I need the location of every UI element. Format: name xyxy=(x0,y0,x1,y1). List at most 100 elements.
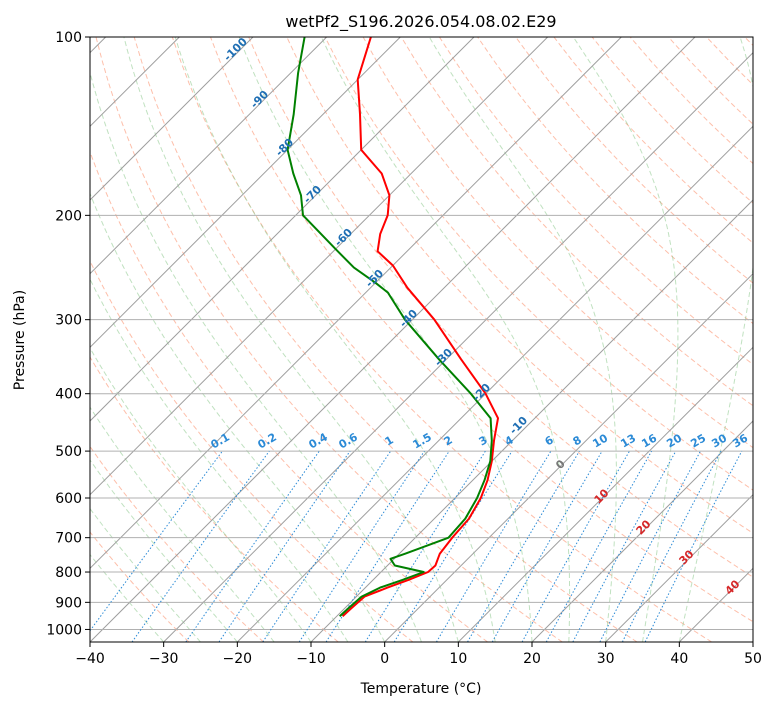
isotherm xyxy=(605,493,753,642)
dry-adiabat xyxy=(90,150,488,642)
moist-adiabat xyxy=(123,37,459,642)
mixing-ratio-label: 13 xyxy=(618,432,638,451)
mixing-ratio-line xyxy=(298,450,425,642)
mixing-ratio-line xyxy=(572,450,677,642)
x-tick-label: 30 xyxy=(597,651,615,667)
x-tick-label: −40 xyxy=(75,651,105,667)
warm-isotherm-label: 10 xyxy=(592,486,612,506)
isotherm-label: -30 xyxy=(432,346,455,369)
dewpoint-line xyxy=(286,37,493,617)
mixing-ratio-lines xyxy=(90,450,743,642)
isotherm xyxy=(90,37,401,349)
x-tick-label: −20 xyxy=(223,651,253,667)
y-tick-label: 800 xyxy=(55,565,82,581)
mixing-ratio-label: 20 xyxy=(664,431,684,450)
isotherm xyxy=(90,37,475,422)
isotherm xyxy=(90,37,328,275)
mixing-ratio-line xyxy=(90,450,223,632)
y-axis-ticks: 1000 900 800 700 600 500 400 300 200 100 xyxy=(46,30,90,638)
moist-adiabat xyxy=(320,37,571,642)
mixing-ratio-line xyxy=(262,450,392,642)
isotherm-label: -70 xyxy=(301,183,324,206)
dry-adiabat xyxy=(324,37,753,491)
x-tick-label: 0 xyxy=(380,651,389,667)
mixing-ratio-line xyxy=(545,450,653,642)
mixing-ratio-line xyxy=(644,450,743,642)
moist-adiabats xyxy=(90,37,753,642)
dry-adiabat xyxy=(95,37,563,642)
skewed-isotherms xyxy=(90,37,753,642)
moist-adiabat xyxy=(174,37,496,642)
mixing-ratio-line xyxy=(435,450,552,642)
y-tick-label: 600 xyxy=(55,491,82,507)
y-axis-label: Pressure (hPa) xyxy=(12,290,28,390)
isotherm xyxy=(90,37,622,570)
isotherm-label: -80 xyxy=(273,136,296,159)
mixing-ratio-line xyxy=(393,450,513,642)
plot-area xyxy=(90,37,753,642)
mixing-ratio-line xyxy=(131,450,270,642)
y-tick-label: 1000 xyxy=(46,622,82,638)
x-tick-label: 10 xyxy=(449,651,467,667)
isotherm-label: -40 xyxy=(397,307,420,330)
dry-adiabat xyxy=(90,259,414,642)
mixing-ratio-label: 25 xyxy=(688,432,708,451)
isotherm xyxy=(163,51,753,642)
warm-isotherm-label: 30 xyxy=(677,547,697,567)
x-axis-ticks: −40 −30 −20 −10 0 10 20 30 40 50 xyxy=(75,642,762,667)
mixing-ratio-line xyxy=(599,450,701,642)
mixing-ratio-line xyxy=(185,450,320,642)
isotherm xyxy=(457,346,753,642)
dry-adiabat xyxy=(706,37,753,86)
x-tick-label: 50 xyxy=(744,651,762,667)
mixing-ratio-label: 10 xyxy=(590,431,610,450)
dry-adiabat xyxy=(90,531,190,642)
mixing-ratio-line xyxy=(325,450,450,642)
mixing-ratio-label: 2 xyxy=(442,433,455,448)
mixing-ratio-label: 1 xyxy=(383,433,396,448)
mixing-ratio-label: 8 xyxy=(571,433,584,448)
mixing-ratio-label: 0.1 xyxy=(209,430,232,451)
y-tick-label: 300 xyxy=(55,313,82,329)
y-tick-label: 700 xyxy=(55,531,82,547)
isotherm-label: -10 xyxy=(507,414,530,437)
dry-adiabat xyxy=(744,37,753,47)
dry-adiabat xyxy=(400,37,753,407)
y-tick-label: 400 xyxy=(55,387,82,403)
isotherm xyxy=(236,125,753,642)
x-tick-label: −10 xyxy=(296,651,326,667)
moist-adiabat xyxy=(90,347,312,642)
isotherm-label: -90 xyxy=(248,88,271,111)
moist-adiabat xyxy=(90,70,422,642)
moist-adiabat xyxy=(238,37,533,642)
isotherm-label: -100 xyxy=(221,35,250,64)
mixing-ratio-label: 16 xyxy=(639,431,659,450)
isotherm xyxy=(310,199,753,642)
isotherm xyxy=(90,37,696,642)
mixing-ratio-line xyxy=(521,450,630,642)
x-tick-label: −30 xyxy=(149,651,179,667)
isotherm xyxy=(90,37,549,496)
dry-adiabat xyxy=(171,37,712,642)
background-labels: -100-90-80-70-60-50-40-30-20-100.1 0.2 0.4… xyxy=(209,35,751,598)
temperature-line xyxy=(341,37,499,617)
dry-adiabat xyxy=(90,445,264,642)
y-tick-label: 900 xyxy=(55,595,82,611)
isotherm xyxy=(531,420,753,642)
series-layer xyxy=(286,37,499,617)
isotherm-label: -50 xyxy=(363,267,386,290)
moist-adiabat xyxy=(572,37,679,642)
mixing-ratio-line xyxy=(621,450,722,642)
plot-frame xyxy=(89,36,754,643)
isotherm xyxy=(90,37,254,201)
moist-adiabat xyxy=(90,406,275,642)
mixing-ratio-line xyxy=(218,450,351,642)
mixing-ratio-label: 0.4 xyxy=(307,430,331,451)
mixing-ratio-line xyxy=(364,450,486,642)
y-tick-label: 200 xyxy=(55,208,82,224)
moist-adiabat xyxy=(90,507,201,642)
dry-adiabat xyxy=(210,37,753,623)
moist-adiabat xyxy=(90,278,349,642)
dry-adiabats xyxy=(90,37,753,642)
warm-isotherm-label: 40 xyxy=(723,577,743,597)
